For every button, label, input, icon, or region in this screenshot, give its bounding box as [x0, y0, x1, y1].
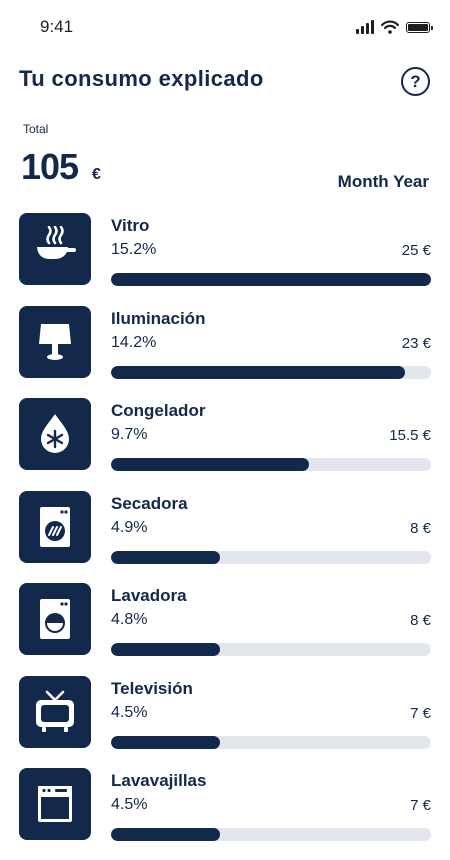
washing-machine-icon	[19, 583, 91, 655]
progress-fill	[111, 365, 406, 379]
item-cost: 15.5 €	[389, 427, 431, 444]
item-percent: 15.2%	[111, 241, 157, 258]
item-percent: 14.2%	[111, 333, 157, 351]
status-time: 9:41	[40, 17, 74, 36]
item-cost: 8 €	[410, 612, 431, 629]
item-name: Secadora	[111, 493, 188, 513]
tv-icon	[19, 675, 91, 748]
period-selector[interactable]: Month Year	[337, 172, 429, 191]
progress-bar	[111, 828, 431, 841]
total-label: Total	[23, 122, 49, 136]
status-icons	[356, 20, 433, 34]
list-item[interactable]: Lavavajillas 4.5% 7 €	[0, 767, 450, 860]
frying-pan-icon	[19, 213, 91, 285]
dishwasher-icon	[19, 768, 91, 840]
item-name: Televisión	[111, 678, 193, 698]
snowflake-drop-icon	[19, 398, 91, 470]
progress-bar	[111, 643, 431, 656]
progress-fill	[111, 828, 220, 841]
item-name: Vitro	[111, 216, 150, 235]
progress-fill	[111, 735, 220, 749]
progress-bar	[111, 365, 431, 379]
list-item[interactable]: Congelador 9.7% 15.5 €	[0, 397, 450, 490]
progress-bar	[111, 458, 431, 471]
item-cost: 23 €	[401, 334, 431, 352]
progress-fill	[111, 458, 310, 471]
wifi-icon	[381, 20, 399, 34]
progress-bar	[111, 735, 431, 749]
item-cost: 25 €	[401, 242, 431, 259]
item-name: Lavavajillas	[111, 771, 207, 790]
progress-bar	[111, 550, 431, 564]
list-item[interactable]: Televisión 4.5% 7 €	[0, 675, 450, 768]
item-name: Iluminación	[111, 308, 206, 328]
signal-icon	[356, 20, 374, 34]
item-percent: 4.5%	[111, 703, 148, 721]
status-bar: 9:41	[0, 0, 450, 56]
lamp-icon	[19, 305, 91, 378]
item-percent: 4.9%	[111, 518, 148, 536]
help-icon: ?	[410, 71, 421, 91]
item-name: Congelador	[111, 401, 206, 420]
item-cost: 7 €	[410, 704, 431, 722]
list-item[interactable]: Lavadora 4.8% 8 €	[0, 582, 450, 675]
consumption-list: Vitro 15.2% 25 € Iluminación 14.2% 23 €	[0, 212, 450, 860]
help-button[interactable]: ?	[401, 67, 430, 96]
list-item[interactable]: Iluminación 14.2% 23 €	[0, 305, 450, 398]
item-percent: 4.5%	[111, 796, 148, 813]
progress-fill	[111, 643, 220, 656]
battery-icon	[406, 21, 433, 33]
total-currency: €	[92, 166, 101, 183]
page-title: Tu consumo explicado	[19, 66, 264, 91]
progress-bar	[111, 273, 431, 286]
progress-fill	[111, 273, 431, 286]
item-cost: 8 €	[410, 519, 431, 537]
progress-fill	[111, 550, 220, 564]
item-name: Lavadora	[111, 586, 187, 605]
item-percent: 9.7%	[111, 426, 148, 443]
list-item[interactable]: Vitro 15.2% 25 €	[0, 212, 450, 305]
total-value: 105	[21, 146, 79, 187]
item-percent: 4.8%	[111, 611, 148, 628]
dryer-icon	[19, 490, 91, 563]
list-item[interactable]: Secadora 4.9% 8 €	[0, 490, 450, 583]
